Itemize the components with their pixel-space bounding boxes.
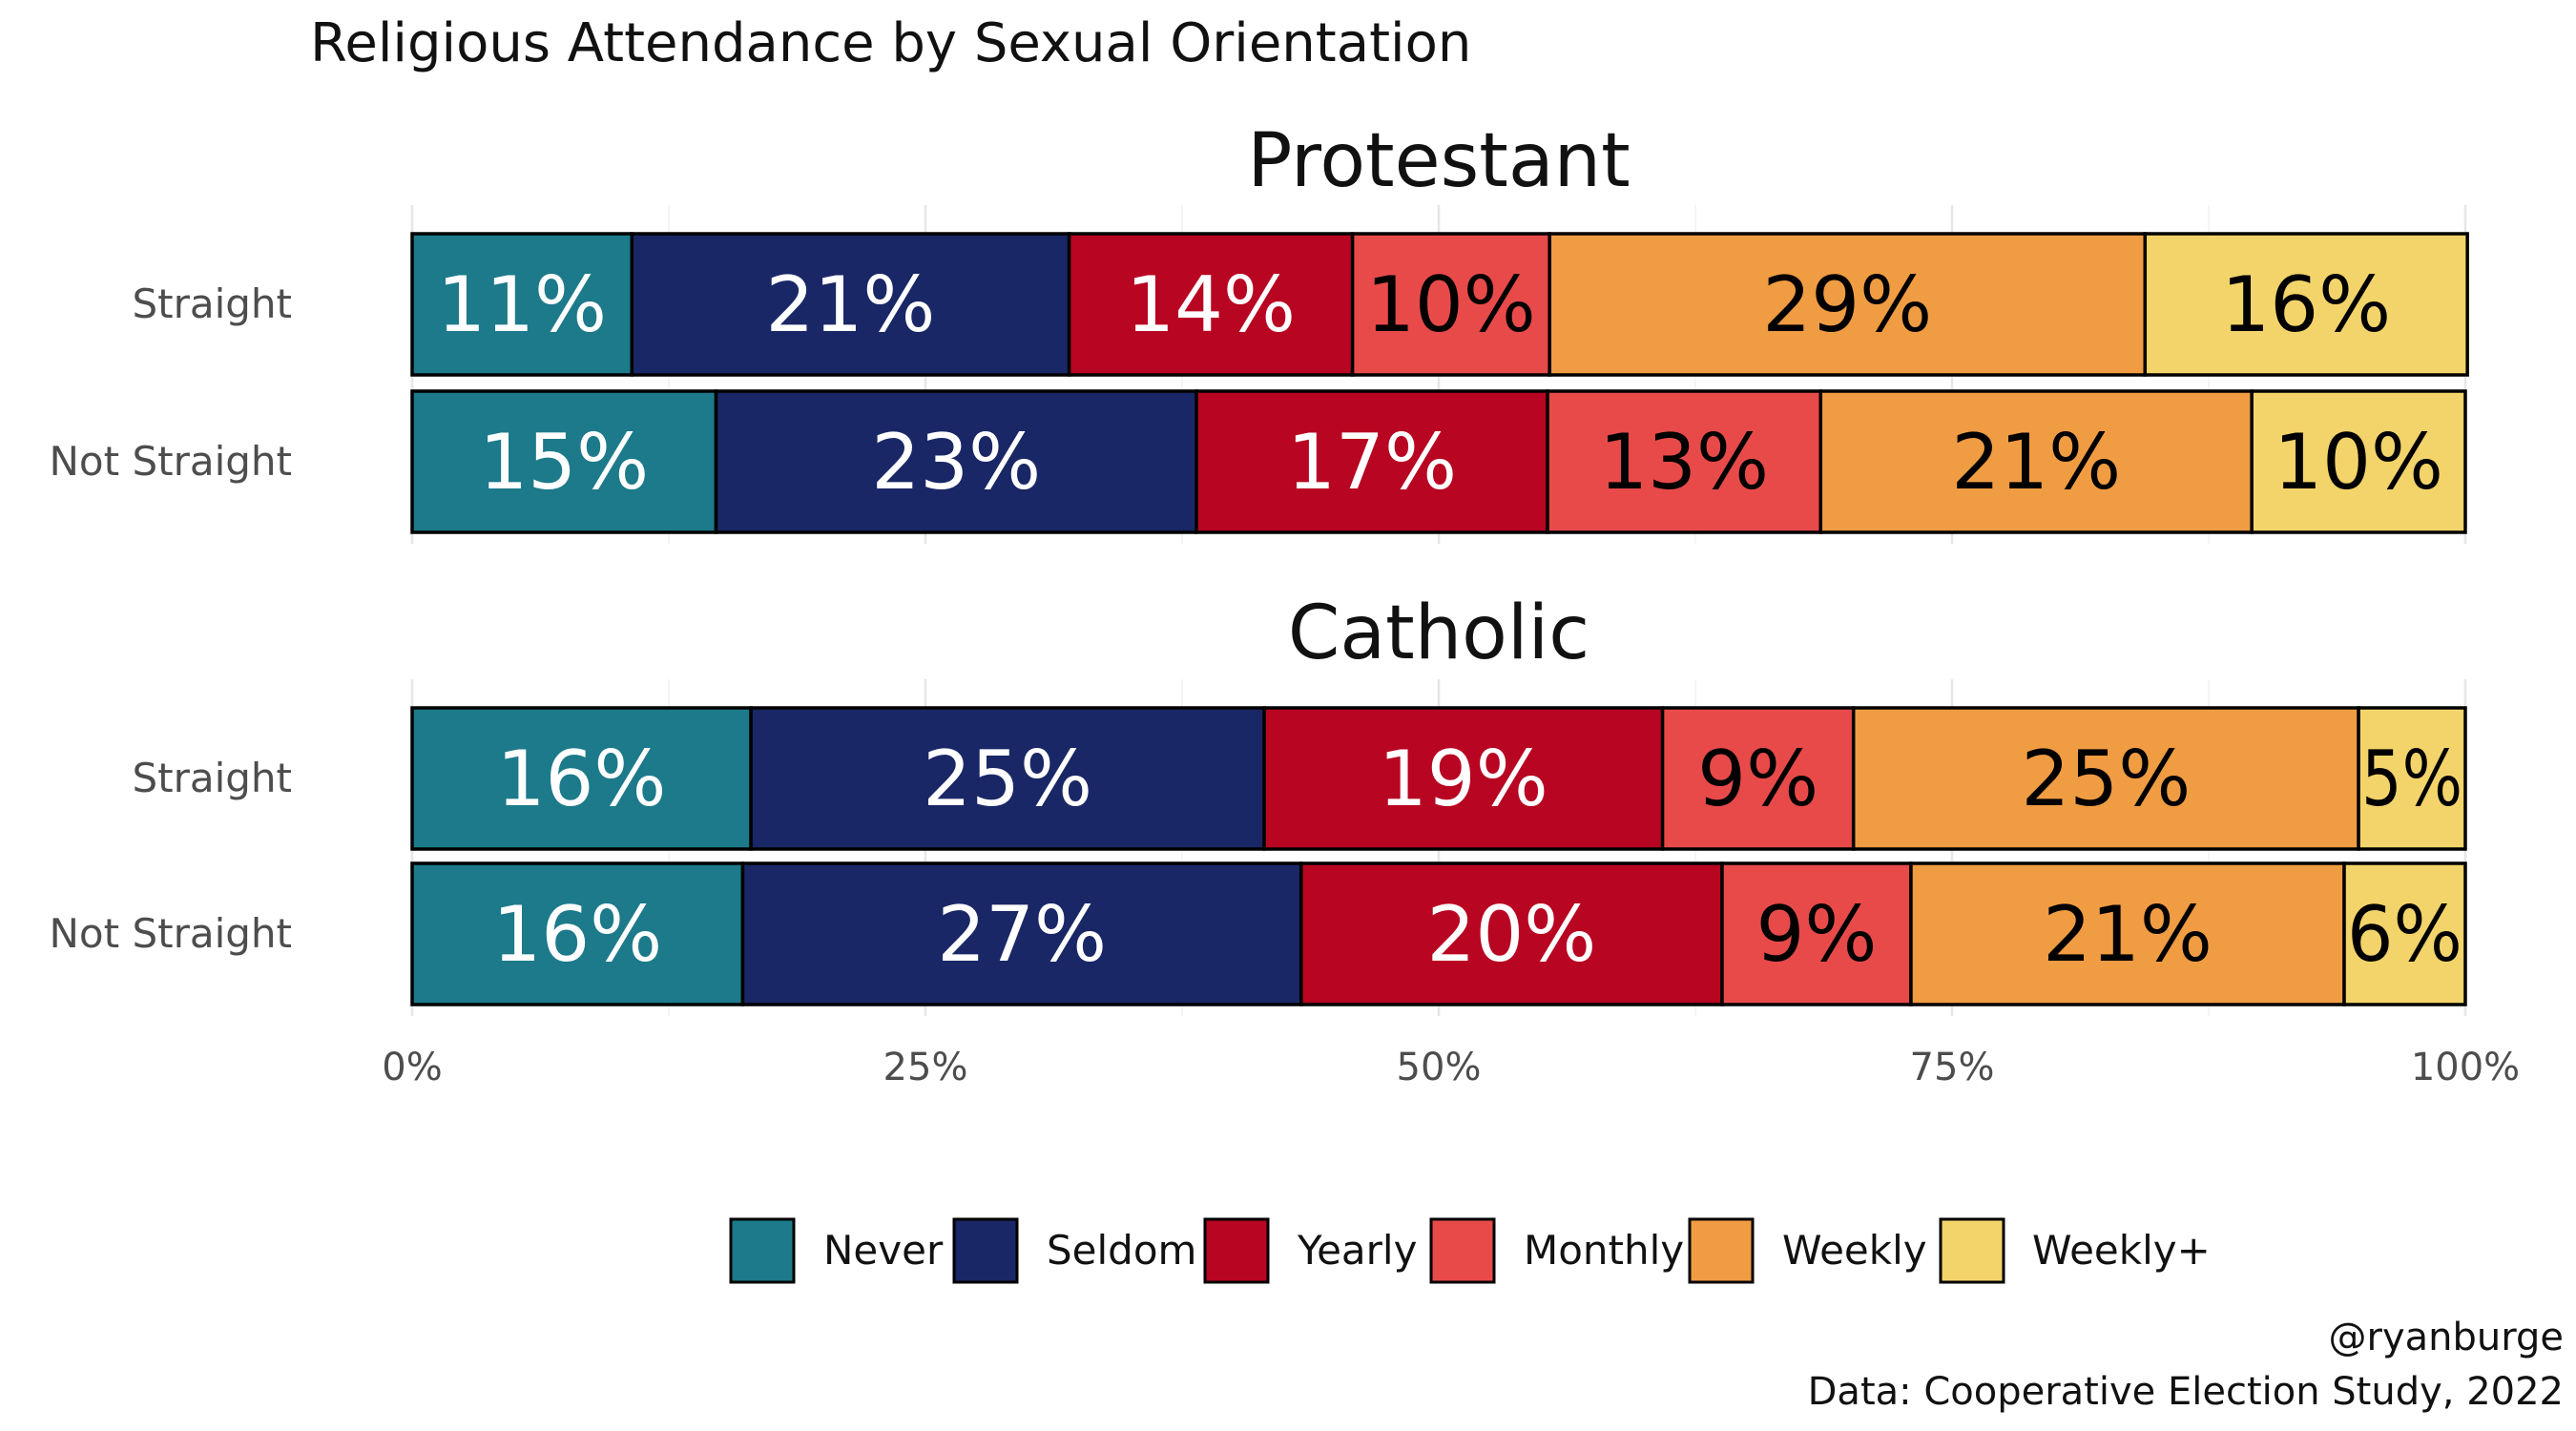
bar-value-label: 11% — [437, 260, 607, 349]
x-tick-label: 25% — [883, 1046, 968, 1089]
bar-value-label: 5% — [2361, 735, 2462, 823]
x-tick-label: 100% — [2411, 1046, 2520, 1089]
chart-title: Religious Attendance by Sexual Orientati… — [310, 12, 1471, 74]
legend-label: Weekly — [1782, 1227, 1927, 1274]
bar-segment-weekly — [1909, 861, 2346, 1006]
bar-value-label: 23% — [871, 418, 1041, 507]
x-tick-label: 75% — [1910, 1046, 1995, 1089]
row-label: Straight — [132, 755, 292, 801]
bar-value-label: 9% — [1697, 735, 1818, 823]
legend-key-yearly — [1203, 1217, 1270, 1284]
bar-value-label: 10% — [2274, 418, 2443, 507]
bar-segment-yearly — [1262, 706, 1665, 851]
panel-catholic: Catholic Straight 16% 25% 19% 9% 25% 5% Not Stra… — [50, 591, 2467, 1006]
bar-segment-monthly — [1350, 232, 1551, 377]
row-label: Not Straight — [50, 438, 292, 485]
bar-value-label: 16% — [492, 890, 662, 979]
row-label: Straight — [132, 280, 292, 327]
legend-key-weekly — [1688, 1217, 1755, 1284]
bar-segment-seldom — [630, 232, 1071, 377]
bar-value-label: 15% — [479, 418, 649, 507]
legend-key-never — [729, 1217, 796, 1284]
bar-value-label: 17% — [1287, 418, 1457, 507]
bar-value-label: 21% — [2043, 890, 2212, 979]
bar-value-label: 6% — [2347, 890, 2462, 979]
bar-value-label: 21% — [766, 260, 936, 349]
bar-segment-weekly-plus — [2342, 861, 2467, 1006]
legend-key-seldom — [952, 1217, 1019, 1284]
bar-segment-monthly — [1720, 861, 1913, 1006]
bar-value-label: 16% — [2221, 260, 2391, 349]
bar-segment-seldom — [740, 861, 1303, 1006]
bar-segment-yearly — [1067, 232, 1355, 377]
bar-value-label: 20% — [1426, 890, 1596, 979]
bar-segment-monthly — [1546, 389, 1823, 534]
x-tick-label: 0% — [382, 1046, 442, 1089]
bar-segment-seldom — [749, 706, 1266, 851]
bar-value-label: 14% — [1126, 260, 1296, 349]
bar-segment-yearly — [1299, 861, 1724, 1006]
bar-value-label: 13% — [1599, 418, 1769, 507]
legend: Never Seldom Yearly Monthly Weekly Weekly+ — [729, 1217, 2211, 1284]
panels: Protestant Straight 11% 21% 14% 10% 29% 16% Not … — [50, 118, 2469, 1006]
legend-key-monthly — [1429, 1217, 1496, 1284]
bar-segment-weekly — [1851, 706, 2360, 851]
legend-label: Monthly — [1524, 1227, 1684, 1274]
caption-source: Data: Cooperative Election Study, 2022 — [1808, 1370, 2564, 1414]
x-axis: 0% 25% 50% 75% 100% — [382, 1046, 2520, 1089]
bar-segment-never — [410, 861, 745, 1006]
row-label: Not Straight — [50, 910, 292, 957]
bar-value-label: 25% — [2021, 735, 2191, 823]
legend-label: Seldom — [1047, 1227, 1196, 1274]
bar-value-label: 21% — [1951, 418, 2121, 507]
bar-segment-seldom — [714, 389, 1198, 534]
panel-title: Protestant — [1247, 118, 1630, 204]
bar-segment-weekly-plus — [2357, 706, 2467, 851]
panel-title: Catholic — [1288, 591, 1589, 676]
bar-segment-never — [410, 706, 753, 851]
panel-protestant: Protestant Straight 11% 21% 14% 10% 29% 16% Not … — [50, 118, 2469, 534]
bar-segment-monthly — [1660, 706, 1856, 851]
bar-value-label: 27% — [937, 890, 1107, 979]
bar-value-label: 19% — [1379, 735, 1548, 823]
legend-key-weekly-plus — [1939, 1217, 2005, 1284]
caption-handle: @ryanburge — [2329, 1316, 2564, 1359]
bar-value-label: 16% — [497, 735, 667, 823]
bar-value-label: 9% — [1756, 890, 1878, 979]
x-tick-label: 50% — [1397, 1046, 1482, 1089]
legend-label: Never — [823, 1227, 944, 1274]
bar-value-label: 29% — [1762, 260, 1932, 349]
bar-segment-weekly-plus — [2250, 389, 2467, 534]
bar-segment-weekly-plus — [2143, 232, 2469, 377]
legend-label: Weekly+ — [2032, 1227, 2211, 1274]
legend-label: Yearly — [1297, 1227, 1417, 1274]
bar-value-label: 25% — [923, 735, 1092, 823]
bar-value-label: 10% — [1366, 260, 1536, 349]
